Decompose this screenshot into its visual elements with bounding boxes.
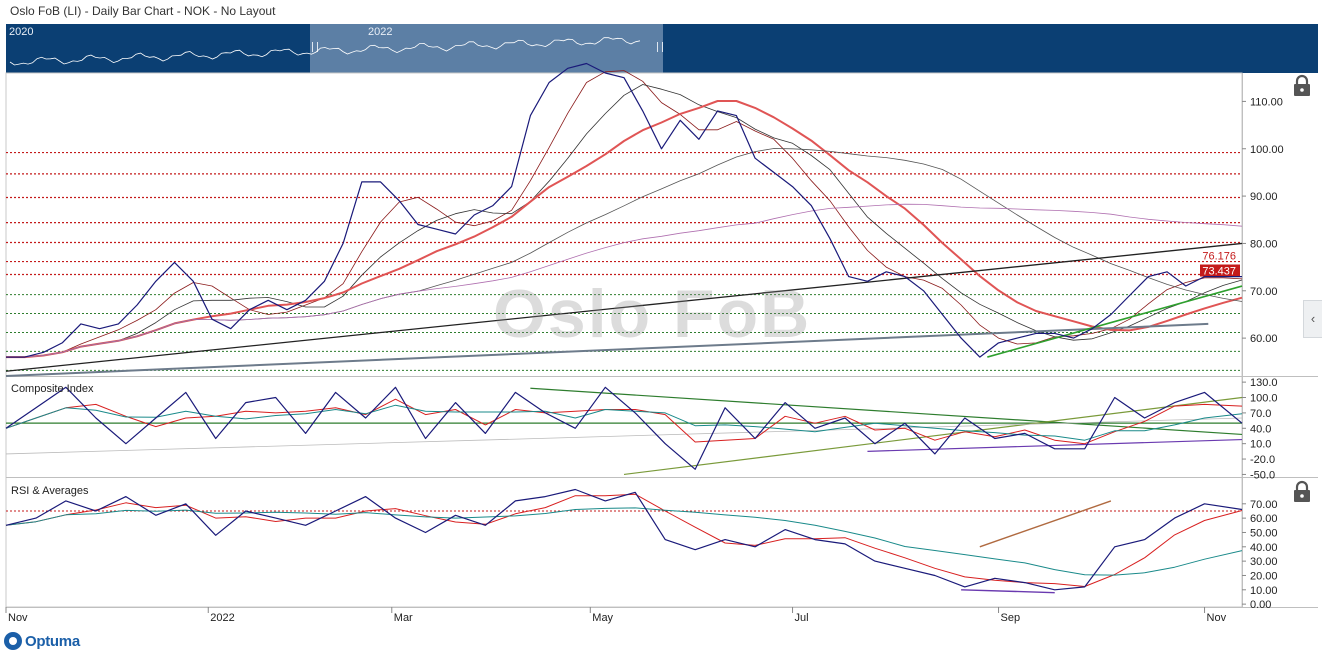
y-tick-label: -50.0 xyxy=(1250,469,1275,481)
divergence-line xyxy=(961,589,1055,594)
composite-average-slow xyxy=(5,404,1243,441)
rsi-average-slow xyxy=(5,507,1243,576)
lock-icon[interactable] xyxy=(1290,74,1314,98)
x-tick-label: 2022 xyxy=(210,612,234,624)
trendline xyxy=(867,438,1243,452)
y-tick-label: 110.00 xyxy=(1250,96,1283,108)
x-tick-label: Mar xyxy=(394,612,413,624)
time-navigator[interactable]: 2020 2022 xyxy=(6,24,1318,73)
y-tick-label: 70.0 xyxy=(1250,408,1271,420)
y-tick-label: -20.0 xyxy=(1250,454,1275,466)
level-label: 73.437 xyxy=(1202,266,1236,278)
navigator-year: 2020 xyxy=(9,26,34,38)
price-series xyxy=(6,62,1242,358)
chart-title: Oslo FoB (LI) - Daily Bar Chart - NOK - … xyxy=(10,4,276,18)
divergence-line xyxy=(979,500,1112,548)
navigator-sparkline xyxy=(9,37,641,66)
trendline xyxy=(5,322,1209,377)
brand-name: Optuma xyxy=(25,632,80,650)
y-tick-label: 70.00 xyxy=(1250,499,1278,511)
y-tick-label: 30.00 xyxy=(1250,556,1278,568)
trendline xyxy=(623,396,1243,476)
footer: Optuma xyxy=(4,630,80,652)
trendline xyxy=(5,417,1243,455)
optuma-logo xyxy=(4,632,22,650)
panel-title: RSI & Averages xyxy=(11,485,89,497)
y-tick-label: 10.0 xyxy=(1250,439,1271,451)
x-tick-label: May xyxy=(592,612,613,624)
y-tick-label: 50.00 xyxy=(1250,527,1278,539)
y-tick-label: 10.00 xyxy=(1250,585,1278,597)
navigator-selection[interactable] xyxy=(310,24,663,73)
navigator-handle-left[interactable] xyxy=(312,42,318,52)
lock-icon[interactable] xyxy=(1290,480,1314,504)
rsi-average-fast xyxy=(5,493,1243,587)
navigator-handle-right[interactable] xyxy=(657,42,663,52)
navigator-year: 2022 xyxy=(368,26,393,38)
y-tick-label: 40.0 xyxy=(1250,423,1271,435)
y-tick-label: 70.00 xyxy=(1250,286,1278,298)
x-tick-label: Jul xyxy=(795,612,809,624)
trendline xyxy=(530,387,1243,436)
y-tick-label: 20.00 xyxy=(1250,570,1278,582)
y-tick-label: 40.00 xyxy=(1250,542,1278,554)
moving-average-red xyxy=(6,100,1243,359)
trendline xyxy=(5,242,1243,372)
watermark: Oslo FoB xyxy=(493,276,812,352)
y-tick-label: 90.00 xyxy=(1250,191,1278,203)
y-tick-label: 130.0 xyxy=(1250,377,1278,389)
y-tick-label: 100.0 xyxy=(1250,393,1278,405)
composite-average-fast xyxy=(5,398,1243,445)
x-tick-label: Sep xyxy=(1001,612,1021,624)
composite-index-series xyxy=(5,386,1243,470)
y-tick-label: 0.00 xyxy=(1250,599,1271,611)
rsi-series xyxy=(5,488,1243,591)
x-tick-label: Nov xyxy=(8,612,28,624)
panel-title: Composite Index xyxy=(11,383,94,395)
x-tick-label: Nov xyxy=(1207,612,1227,624)
trendline xyxy=(987,285,1243,358)
chevron-left-icon[interactable]: ‹ xyxy=(1303,300,1322,338)
level-label-bg xyxy=(1200,264,1240,277)
y-tick-label: 100.00 xyxy=(1250,144,1284,156)
y-tick-label: 80.00 xyxy=(1250,238,1278,250)
y-tick-label: 60.00 xyxy=(1250,513,1278,525)
level-label: 76.176 xyxy=(1202,251,1236,263)
y-tick-label: 60.00 xyxy=(1250,333,1278,345)
